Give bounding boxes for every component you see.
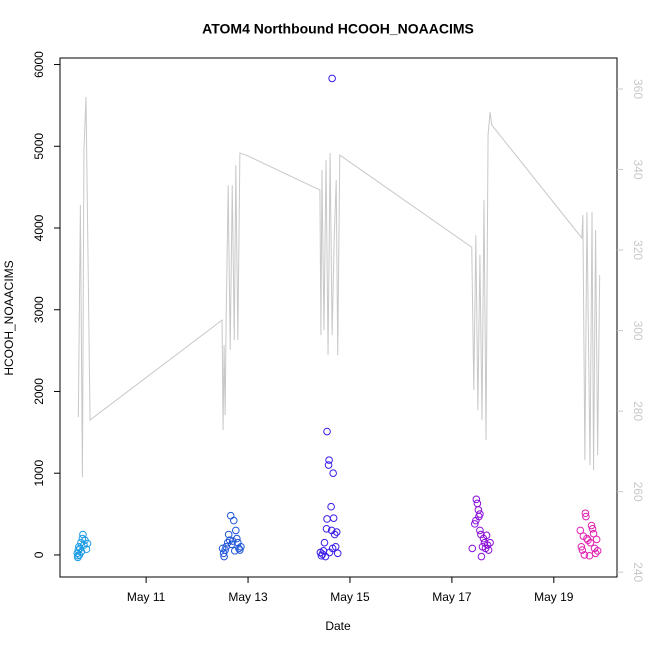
point [83,539,92,548]
point [592,535,601,544]
y-tick-label: 3000 [32,296,46,323]
y-tick-label: 0 [32,551,46,558]
point [473,499,482,508]
point [593,547,602,555]
y2-tick-label: 260 [631,482,645,502]
point [483,541,492,549]
point [229,516,238,525]
point [591,549,600,558]
y-tick-label: 1000 [32,460,46,487]
x-axis-label: Date [325,619,351,633]
line-series [77,97,601,478]
point [468,544,477,553]
point [581,509,590,518]
point [322,524,331,533]
point [235,544,243,553]
point [589,529,598,538]
point [323,515,331,523]
point [484,546,493,554]
point [477,530,485,539]
point [226,511,235,520]
point [588,524,597,533]
x-tick-label: May 17 [432,590,472,604]
point [471,520,479,528]
y2-tick-label: 280 [631,401,645,421]
point [584,536,592,545]
point [237,542,245,551]
point [486,538,494,547]
y-tick-label: 2000 [32,378,46,405]
point [223,538,232,547]
x-tick-label: May 11 [127,590,166,604]
point [233,534,241,543]
point [329,514,338,522]
x-tick-label: May 15 [330,590,370,604]
point [587,521,596,530]
point [82,545,91,554]
point [333,549,342,558]
point [321,552,330,561]
y2-tick-label: 300 [631,321,645,341]
point [586,538,595,547]
point [580,551,589,559]
point [323,427,331,436]
point [476,526,484,535]
point [236,546,244,554]
y-axis-label: HCOOH_NOAACIMS [2,260,16,375]
y2-tick-label: 340 [631,160,645,180]
point [320,538,329,547]
y-tick-label: 5000 [32,133,46,160]
plot-frame [59,57,618,578]
point [225,536,234,545]
y2-tick-label: 360 [631,79,645,99]
point [327,502,335,511]
point [578,546,587,554]
point [474,506,483,514]
x-tick-label: May 13 [228,590,268,604]
point [477,552,486,561]
point [329,469,337,478]
y2-tick-label: 320 [631,240,645,260]
point [476,510,484,518]
point [577,542,586,551]
point [80,541,88,549]
point [576,526,585,535]
point [328,74,336,83]
point [228,537,237,545]
y-tick-label: 4000 [32,214,46,241]
point [482,531,491,540]
point [582,512,590,521]
point [224,530,233,539]
point [317,551,326,560]
y2-tick-label: 240 [631,562,645,582]
chart-title: ATOM4 Northbound HCOOH_NOAACIMS [202,21,474,37]
point [330,530,339,539]
point [230,547,239,555]
point [74,551,82,560]
point [325,456,333,464]
point [221,546,229,554]
point [472,495,481,504]
point [332,528,341,536]
point [324,461,333,469]
y-tick-label: 6000 [32,51,46,78]
x-tick-label: May 19 [534,590,574,604]
point [232,526,240,535]
point [331,542,340,551]
